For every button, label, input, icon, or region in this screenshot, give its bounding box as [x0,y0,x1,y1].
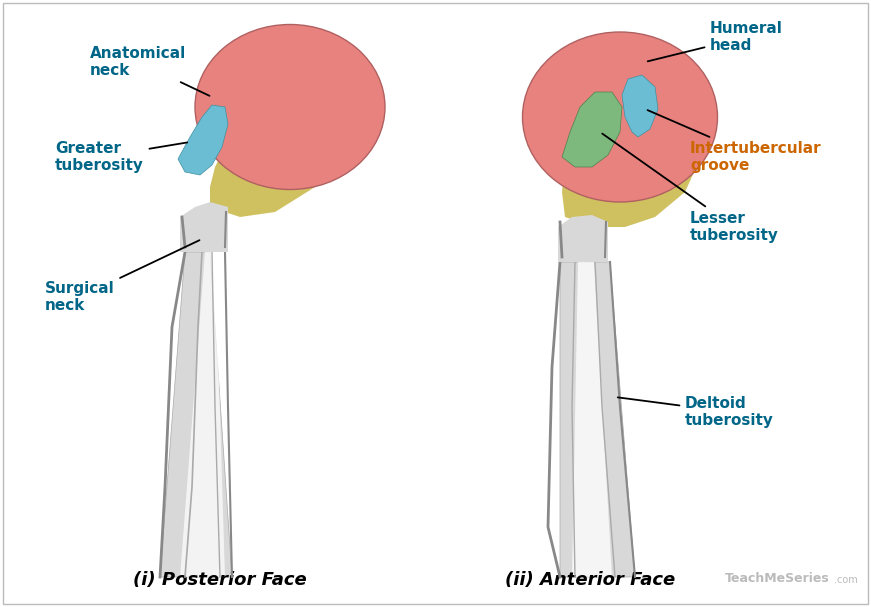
Polygon shape [210,77,348,217]
Polygon shape [178,105,228,175]
Polygon shape [562,92,700,227]
Text: Humeral
head: Humeral head [648,21,783,61]
Text: Surgical
neck: Surgical neck [45,240,199,313]
Text: .com: .com [834,575,858,585]
Text: Deltoid
tuberosity: Deltoid tuberosity [618,396,773,428]
Text: Greater
tuberosity: Greater tuberosity [55,141,187,173]
Polygon shape [558,215,608,262]
Text: Intertubercular
groove: Intertubercular groove [647,110,821,173]
Polygon shape [562,92,622,167]
Polygon shape [160,252,232,577]
Text: (i) Posterior Face: (i) Posterior Face [133,571,307,589]
Polygon shape [180,252,225,577]
Polygon shape [180,202,228,252]
Text: Lesser
tuberosity: Lesser tuberosity [602,134,779,243]
Polygon shape [572,262,612,577]
Ellipse shape [523,32,718,202]
Ellipse shape [195,24,385,189]
Polygon shape [560,262,635,577]
Text: (ii) Anterior Face: (ii) Anterior Face [505,571,675,589]
Text: Anatomical
neck: Anatomical neck [90,46,210,96]
Polygon shape [622,75,658,137]
Text: TeachMeSeries: TeachMeSeries [726,572,830,585]
